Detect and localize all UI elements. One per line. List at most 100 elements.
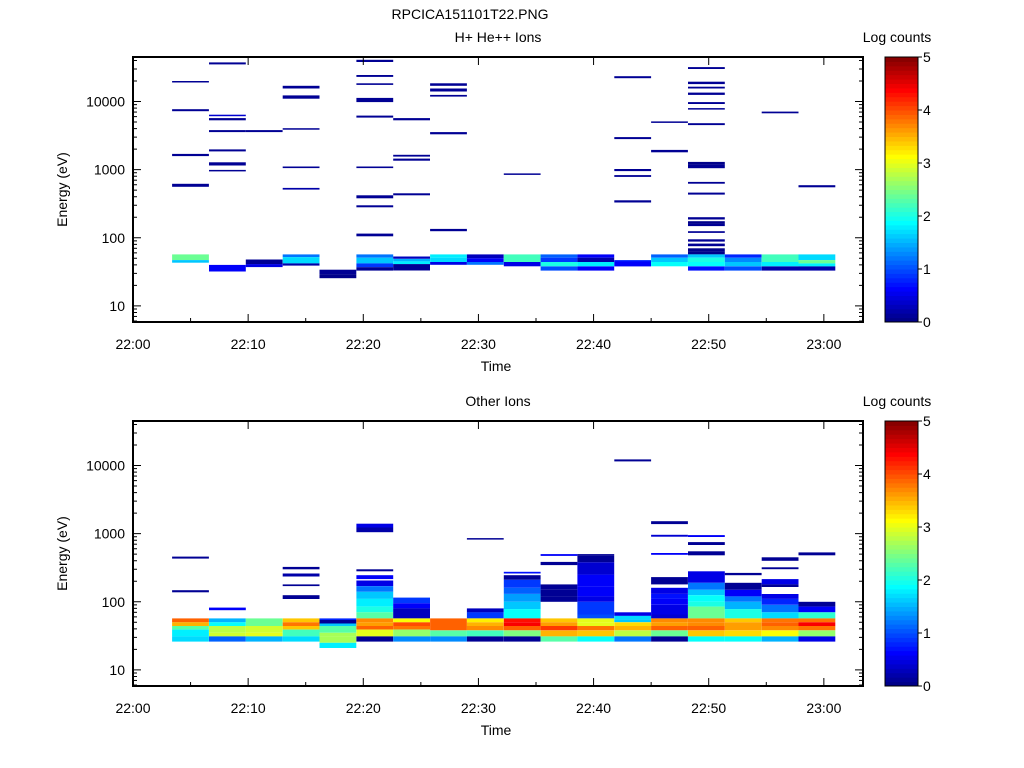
heatmap-cell [430,83,467,86]
colorbar-segment [885,588,918,594]
heatmap-cell [651,553,688,555]
heatmap-cell [356,618,394,623]
heatmap-cell [724,626,762,631]
heatmap-cell [282,187,320,190]
heatmap-cell [393,629,430,637]
heatmap-cell [209,62,246,65]
heatmap-cell [393,118,430,121]
heatmap-cells [172,459,836,648]
heatmap-cell [614,619,652,623]
heatmap-cell [356,233,394,237]
colorbar-segment [885,216,918,221]
heatmap-cells [172,59,836,279]
heatmap-cell [688,92,725,95]
heatmap-cell [577,257,615,263]
heatmap-cell [761,262,799,267]
heatmap-cell [688,636,725,642]
heatmap-cell [393,256,430,259]
colorbar-segment [885,606,918,612]
heatmap-cell [724,572,762,576]
heatmap-cell [245,264,283,268]
colorbar-segment [885,429,918,435]
heatmap-cell [466,626,504,631]
heatmap-cell [282,573,320,577]
colorbar-segment [885,659,918,665]
x-tick-label: 22:30 [461,700,496,716]
heatmap-cell [761,598,799,605]
heatmap-cell [466,622,504,627]
heatmap-cell [356,166,394,169]
x-axis: 22:00 22:10 22:20 22:30 22:40 22:50 23:00 [115,57,842,352]
heatmap-cell [282,595,320,599]
heatmap-cell [651,521,688,525]
colorbar-segment [885,145,918,151]
heatmap-cell [172,626,209,630]
heatmap-cell [466,254,504,259]
colorbar-segment [885,655,918,660]
x-tick-label: 23:00 [806,336,841,352]
heatmap-cell [651,630,688,637]
heatmap-cell [282,566,320,570]
heatmap-cell [614,76,652,79]
heatmap-cell [724,596,762,602]
heatmap-cell [430,257,467,263]
heatmap-cell [688,254,725,258]
colorbar-segment [885,171,918,177]
heatmap-cell [282,166,320,169]
colorbar-segment [885,140,918,146]
heatmap-cell [798,254,836,261]
heatmap-cell [761,584,799,587]
heatmap-cell [209,264,246,272]
heatmap-cell [172,622,209,627]
heatmap-cell [393,158,430,161]
colorbar-segment [885,264,918,270]
heatmap-cell [577,626,615,631]
colorbar-segment [885,491,918,497]
x-axis-label: Time [481,722,512,738]
heatmap-cell [503,594,541,602]
heatmap-cell [282,95,320,99]
colorbar-segment [885,460,918,466]
colorbar-segment [885,575,918,581]
heatmap-cell [209,632,246,637]
colorbar-segment [885,668,918,674]
heatmap-cell [245,632,283,637]
heatmap-cell [724,630,762,637]
colorbar-tick-label: 1 [923,625,931,641]
heatmap-cell [614,261,652,267]
heatmap-cell [430,254,467,258]
colorbar-segment [885,74,918,80]
heatmap-cell [393,154,430,157]
heatmap-cell [724,266,762,271]
colorbar-segment [885,584,918,590]
colorbar-segment [885,246,918,252]
heatmap-cell [393,626,430,630]
colorbar-segment [885,522,918,528]
colorbar-tick-label: 5 [923,49,931,65]
colorbar-segment [885,677,918,683]
heatmap-cell [356,612,394,619]
heatmap-cell [282,584,320,587]
colorbar-segment [885,443,918,448]
heatmap-cell [319,626,357,633]
heatmap-cell [651,598,688,605]
heatmap-cell [356,267,394,271]
colorbar-segment [885,282,918,288]
heatmap-cell [614,200,652,203]
colorbar-segment [885,549,918,554]
heatmap-cell [540,554,578,556]
heatmap-cell [393,258,430,262]
colorbar-segment [885,70,918,76]
heatmap-cell [172,629,209,637]
heatmap-cell [393,261,430,265]
heatmap-cell [466,636,504,642]
colorbar-segment [885,566,918,572]
heatmap-cell [798,266,836,271]
heatmap-cell [651,604,688,615]
heatmap-cell [393,636,430,642]
heatmap-cell [282,254,320,258]
heatmap-cell [761,618,799,623]
heatmap-cell [282,636,320,642]
heatmap-cell [761,266,799,271]
